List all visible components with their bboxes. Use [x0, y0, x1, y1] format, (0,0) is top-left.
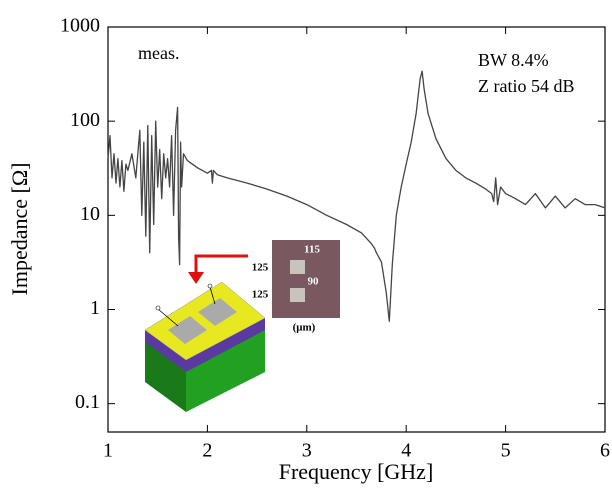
- x-axis-label: Frequency [GHz]: [279, 459, 434, 484]
- x-tick-label: 3: [302, 440, 312, 462]
- electrode: [198, 298, 237, 326]
- y-tick-label: 10: [80, 203, 100, 225]
- x-tick-label: 4: [401, 440, 411, 462]
- arrow-head: [188, 272, 204, 284]
- inset: 115 90 125 125 (μm): [144, 240, 340, 412]
- pad: [290, 288, 305, 302]
- y-tick-label: 1: [90, 297, 100, 319]
- probe-wire: [157, 286, 216, 327]
- photo: [272, 240, 340, 318]
- inset-label: 125: [252, 262, 269, 274]
- probe: [207, 283, 213, 289]
- inset-label: 90: [308, 276, 320, 288]
- y-tick-label: 100: [70, 109, 100, 131]
- inset-label: 115: [304, 244, 320, 256]
- x-tick-label: 1: [103, 440, 113, 462]
- block-side: [145, 330, 186, 412]
- annotation: BW 8.4%: [478, 50, 549, 70]
- pad: [290, 260, 305, 274]
- y-tick-label: 1000: [60, 15, 100, 37]
- y-axis-label: Impedance [Ω]: [7, 163, 32, 296]
- inset-label: 125: [252, 289, 269, 301]
- annotation: meas.: [138, 43, 179, 63]
- probe: [155, 305, 161, 311]
- piezo-layer: [145, 318, 265, 372]
- x-tick-label: 5: [501, 440, 511, 462]
- plot-frame: [107, 26, 606, 433]
- block-top: [144, 281, 266, 361]
- block-front: [186, 318, 265, 412]
- x-tick-label: 2: [202, 440, 212, 462]
- y-tick-label: 0.1: [75, 391, 100, 413]
- electrode: [168, 316, 207, 344]
- inset-label: (μm): [293, 322, 316, 334]
- x-tick-label: 6: [600, 440, 610, 462]
- annotation: Z ratio 54 dB: [478, 76, 575, 96]
- impedance-line: [107, 70, 606, 322]
- arrow: [194, 254, 248, 275]
